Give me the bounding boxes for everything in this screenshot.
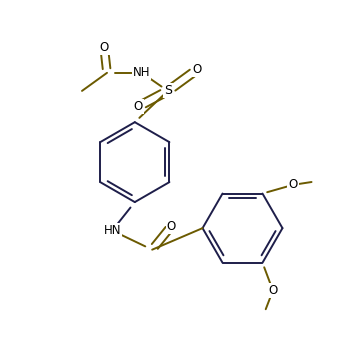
Text: O: O bbox=[167, 220, 176, 233]
Text: O: O bbox=[100, 41, 109, 54]
Text: O: O bbox=[193, 63, 202, 76]
Text: NH: NH bbox=[133, 66, 150, 79]
Text: O: O bbox=[268, 284, 277, 297]
Text: O: O bbox=[288, 178, 298, 191]
Text: HN: HN bbox=[103, 224, 121, 237]
Text: S: S bbox=[164, 84, 172, 97]
Text: O: O bbox=[134, 100, 143, 113]
